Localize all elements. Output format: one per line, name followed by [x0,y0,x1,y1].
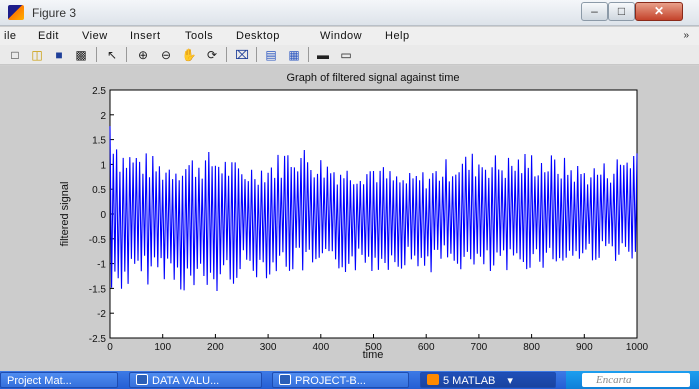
y-tick-label: -0.5 [89,235,107,246]
signal-line [109,126,638,292]
hide-plot-tools-icon[interactable]: ▬ [317,48,329,62]
menu-help[interactable]: Help [385,30,410,42]
taskbar: Project Mat... DATA VALU... PROJECT-B...… [0,371,699,389]
taskbar-item-matlab[interactable]: 5 MATLAB ▾ [420,372,556,388]
taskbar-item-project-mat[interactable]: Project Mat... [0,372,118,388]
data-cursor-icon[interactable]: ⌧ [235,48,249,62]
y-tick-label: 1.5 [92,136,106,147]
y-tick-label: 0 [100,210,106,221]
menu-view[interactable]: View [82,30,108,42]
x-tick-label: 1000 [626,342,649,353]
taskbar-item-label: 5 MATLAB [443,375,496,387]
menu-window[interactable]: Window [320,30,363,42]
pan-icon[interactable]: ✋ [181,48,197,62]
menu-file[interactable]: ile [4,30,17,42]
x-tick-label: 500 [365,342,382,353]
plot-title: Graph of filtered signal against time [286,72,459,84]
x-tick-label: 100 [154,342,171,353]
toolbar-separator [96,47,97,62]
maximize-button[interactable]: □ [608,2,635,21]
x-axis-label: time [363,349,384,361]
signal-plot[interactable]: Graph of filtered signal against time 0 1… [0,66,699,371]
figure-canvas: Graph of filtered signal against time 0 1… [0,66,699,371]
open-file-icon[interactable]: ◫ [31,48,43,62]
system-tray: Encarta [566,371,699,389]
matlab-icon [427,374,439,385]
menu-edit[interactable]: Edit [38,30,59,42]
y-tick-label: 2 [100,111,106,122]
menu-desktop[interactable]: Desktop [236,30,280,42]
minimize-button[interactable]: – [581,2,608,21]
menu-insert[interactable]: Insert [130,30,161,42]
y-tick-label: 1 [100,160,106,171]
new-figure-icon[interactable]: □ [11,48,19,62]
zoom-out-icon[interactable]: ⊖ [160,48,172,62]
x-tick-label: 0 [107,342,113,353]
taskbar-item-label: PROJECT-B... [295,375,366,387]
x-tick-label: 300 [260,342,277,353]
window-title: Figure 3 [32,6,77,20]
menu-bar: ile Edit View Insert Tools Desktop Windo… [0,27,699,45]
encarta-logo[interactable]: Encarta [582,373,690,387]
menu-tools[interactable]: Tools [185,30,214,42]
taskbar-item-data-valu[interactable]: DATA VALU... [129,372,262,388]
toolbar-separator [226,47,227,62]
plot-area [109,89,638,339]
figure-window: Figure 3 – □ ✕ ile Edit View Insert Tool… [0,0,699,371]
toolbar-separator [308,47,309,62]
x-tick-label: 600 [418,342,435,353]
title-bar: Figure 3 – □ ✕ [0,0,699,26]
document-icon [279,374,291,385]
y-tick-label: 0.5 [92,185,106,196]
x-tick-label: 800 [523,342,540,353]
taskbar-group-arrow-icon[interactable]: ▾ [507,375,513,387]
y-axis-label: filtered signal [59,182,71,247]
taskbar-item-project-b[interactable]: PROJECT-B... [272,372,409,388]
toolbar-separator [126,47,127,62]
x-tick-label: 400 [312,342,329,353]
y-tick-label: -2.5 [89,334,107,345]
matlab-icon [8,5,24,20]
y-tick-label: 2.5 [92,86,106,97]
toolbar-separator [256,47,257,62]
x-tick-label: 900 [576,342,593,353]
print-icon[interactable]: ▩ [75,48,87,62]
zoom-in-icon[interactable]: ⊕ [137,48,149,62]
figure-toolbar: □ ◫ ■ ▩ ↖ ⊕ ⊖ ✋ ⟳ ⌧ ▤ ▦ ▬ ▭ [0,45,699,65]
y-tick-label: -2 [97,309,106,320]
menu-overflow-icon[interactable]: » [683,30,689,41]
show-plot-tools-icon[interactable]: ▭ [340,48,352,62]
colorbar-icon[interactable]: ▤ [265,48,277,62]
x-tick-label: 700 [471,342,488,353]
document-icon [136,374,148,385]
close-button[interactable]: ✕ [635,2,683,21]
legend-icon[interactable]: ▦ [288,48,300,62]
rotate-3d-icon[interactable]: ⟳ [206,48,218,62]
taskbar-item-label: Project Mat... [7,375,72,387]
y-tick-label: -1 [97,260,106,271]
y-tick-label: -1.5 [89,284,107,295]
save-icon[interactable]: ■ [55,48,63,62]
pointer-icon[interactable]: ↖ [106,48,118,62]
x-tick-label: 200 [207,342,224,353]
taskbar-item-label: DATA VALU... [152,375,220,387]
